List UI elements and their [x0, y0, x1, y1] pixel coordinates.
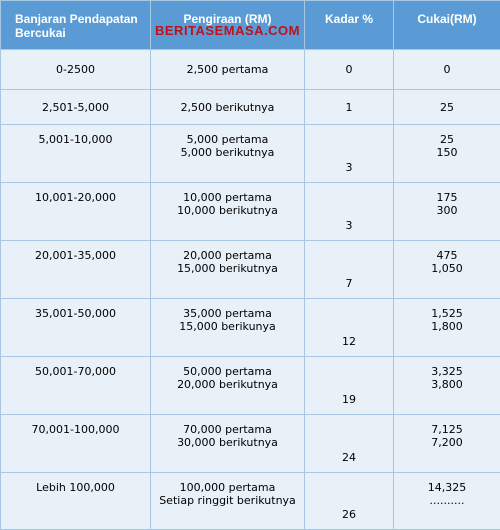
income-range-cell: 50,001-70,000	[1, 357, 151, 415]
tax-cell: 25 150	[394, 125, 500, 183]
calculation-line: 10,000 pertama	[151, 191, 304, 204]
tax-line: 1,525	[394, 307, 500, 320]
tax-line: 3,800	[394, 378, 500, 391]
calculation-line: 50,000 pertama	[151, 365, 304, 378]
calculation-line: 70,000 pertama	[151, 423, 304, 436]
table-row: 0-2500 2,500 pertama 0 0	[1, 50, 500, 90]
income-range-cell: 70,001-100,000	[1, 415, 151, 473]
table-row: Lebih 100,000 100,000 pertama Setiap rin…	[1, 473, 500, 530]
header-tax: Cukai(RM)	[394, 1, 500, 50]
rate-cell: 26	[305, 473, 394, 530]
calculation-line: 100,000 pertama	[151, 481, 304, 494]
tax-line: 1,800	[394, 320, 500, 333]
calculation-line: 10,000 berikutnya	[151, 204, 304, 217]
calculation-line: 20,000 berikutnya	[151, 378, 304, 391]
income-range-cell: Lebih 100,000	[1, 473, 151, 530]
calculation-cell: 2,500 berikutnya	[151, 90, 305, 125]
header-row: Banjaran Pendapatan Bercukai Pengiraan (…	[1, 1, 500, 50]
calculation-cell: 100,000 pertama Setiap ringgit berikutny…	[151, 473, 305, 530]
tax-line: 1,050	[394, 262, 500, 275]
tax-cell: 1,525 1,800	[394, 299, 500, 357]
income-range-cell: 20,001-35,000	[1, 241, 151, 299]
calculation-line: 5,000 berikutnya	[151, 146, 304, 159]
income-range-cell: 5,001-10,000	[1, 125, 151, 183]
header-income-range: Banjaran Pendapatan Bercukai	[1, 1, 151, 50]
tax-cell: 0	[394, 50, 500, 90]
tax-line: 7,200	[394, 436, 500, 449]
header-rate: Kadar %	[305, 1, 394, 50]
tax-cell: 7,125 7,200	[394, 415, 500, 473]
tax-cell: 14,325 ..........	[394, 473, 500, 530]
income-range-cell: 2,501-5,000	[1, 90, 151, 125]
income-range-cell: 35,001-50,000	[1, 299, 151, 357]
table-row: 5,001-10,000 5,000 pertama 5,000 berikut…	[1, 125, 500, 183]
rate-cell: 19	[305, 357, 394, 415]
calculation-cell: 50,000 pertama 20,000 berikutnya	[151, 357, 305, 415]
tax-cell: 475 1,050	[394, 241, 500, 299]
calculation-line: 20,000 pertama	[151, 249, 304, 262]
tax-line: 25	[394, 101, 500, 114]
calculation-line: 2,500 pertama	[151, 63, 304, 76]
calculation-cell: 2,500 pertama	[151, 50, 305, 90]
table-row: 70,001-100,000 70,000 pertama 30,000 ber…	[1, 415, 500, 473]
calculation-line: 5,000 pertama	[151, 133, 304, 146]
calculation-line: 30,000 berikutnya	[151, 436, 304, 449]
rate-cell: 3	[305, 183, 394, 241]
table-row: 50,001-70,000 50,000 pertama 20,000 beri…	[1, 357, 500, 415]
rate-cell: 7	[305, 241, 394, 299]
rate-cell: 3	[305, 125, 394, 183]
calculation-line: 15,000 berikutnya	[151, 262, 304, 275]
tax-line: 475	[394, 249, 500, 262]
tax-line: ..........	[394, 494, 500, 507]
calculation-line: 15,000 berikunya	[151, 320, 304, 333]
tax-line: 175	[394, 191, 500, 204]
calculation-line: 35,000 pertama	[151, 307, 304, 320]
table-row: 10,001-20,000 10,000 pertama 10,000 beri…	[1, 183, 500, 241]
header-calculation: Pengiraan (RM) BERITASEMASA.COM	[151, 1, 305, 50]
calculation-cell: 70,000 pertama 30,000 berikutnya	[151, 415, 305, 473]
income-range-cell: 10,001-20,000	[1, 183, 151, 241]
calculation-cell: 20,000 pertama 15,000 berikutnya	[151, 241, 305, 299]
calculation-cell: 35,000 pertama 15,000 berikunya	[151, 299, 305, 357]
tax-table-page: Banjaran Pendapatan Bercukai Pengiraan (…	[0, 0, 500, 478]
tax-line: 7,125	[394, 423, 500, 436]
calculation-cell: 5,000 pertama 5,000 berikutnya	[151, 125, 305, 183]
watermark-text: BERITASEMASA.COM	[155, 23, 300, 38]
tax-line: 300	[394, 204, 500, 217]
rate-cell: 0	[305, 50, 394, 90]
rate-cell: 12	[305, 299, 394, 357]
tax-line: 25	[394, 133, 500, 146]
tax-line: 0	[394, 63, 500, 76]
table-row: 35,001-50,000 35,000 pertama 15,000 beri…	[1, 299, 500, 357]
rate-cell: 1	[305, 90, 394, 125]
table-row: 2,501-5,000 2,500 berikutnya 1 25	[1, 90, 500, 125]
tax-cell: 3,325 3,800	[394, 357, 500, 415]
calculation-cell: 10,000 pertama 10,000 berikutnya	[151, 183, 305, 241]
tax-line: 14,325	[394, 481, 500, 494]
table-header: Banjaran Pendapatan Bercukai Pengiraan (…	[1, 1, 500, 50]
calculation-line: 2,500 berikutnya	[151, 101, 304, 114]
rate-cell: 24	[305, 415, 394, 473]
tax-cell: 25	[394, 90, 500, 125]
tax-cell: 175 300	[394, 183, 500, 241]
tax-line: 3,325	[394, 365, 500, 378]
table-row: 20,001-35,000 20,000 pertama 15,000 beri…	[1, 241, 500, 299]
calculation-line: Setiap ringgit berikutnya	[151, 494, 304, 507]
table-body: 0-2500 2,500 pertama 0 0 2,501-5,000 2,5…	[1, 50, 500, 530]
income-range-cell: 0-2500	[1, 50, 151, 90]
tax-line: 150	[394, 146, 500, 159]
